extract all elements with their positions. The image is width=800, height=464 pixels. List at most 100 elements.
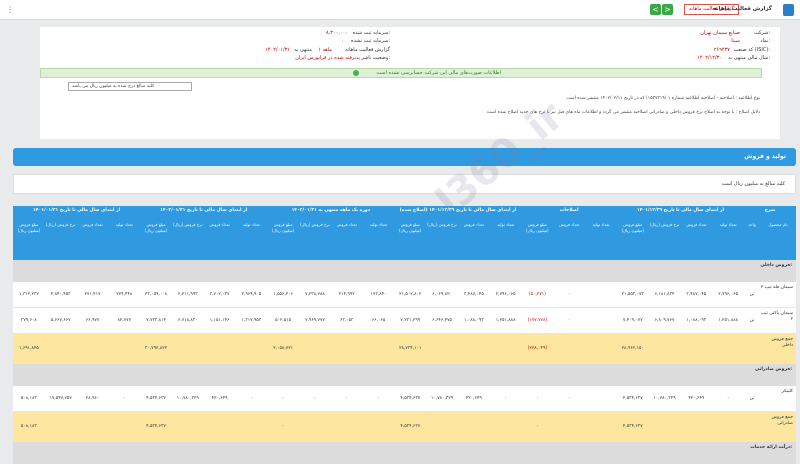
company-label: شرکت: <box>754 30 770 36</box>
table-row: سیمان فله تیپ ۲ تن ۲,۷۹۶,۰۶۵ ۳,۴۸۷,۰۴۵ ۶,۱۸۱… <box>13 282 796 308</box>
table-cell: تن <box>749 292 755 297</box>
group-header-0: شرح <box>764 208 776 213</box>
table-total-row: جمع فروش صادراتی ۴,۵۳۴,۶۳۷ ۰ ۴,۵۳۴,۶۳۷ ۰ ۴,۵۳… <box>13 412 796 442</box>
table-cell: ۴۲۰,۶۴۹ <box>211 396 228 401</box>
symbol-label: نماد: <box>760 38 770 44</box>
column-header: نام محصول <box>768 222 788 227</box>
page-title: گزارش فعالیت ماهانه <box>713 6 772 12</box>
chevron-right-icon[interactable]: > <box>662 4 673 15</box>
table-cell: ۲۱,۵۵۳,۰۷۳ <box>621 292 644 297</box>
status-label: وضعیت ناشر: <box>361 55 390 61</box>
table-cell: ۰ <box>345 396 348 401</box>
table-cell: ۷,۲۳۱,۲۹۹ <box>400 318 421 323</box>
table-cell: ۴,۵۳۴,۶۳۷ <box>146 424 166 429</box>
table-cell: ۴,۵۳۴,۶۳۷ <box>622 396 643 401</box>
table-row: کلینکر تن ۰ ۴۲۰,۶۴۹ ۱۰,۷۸۰,۳۲۹ ۴,۵۳۴,۶۳۷ ۰ ۰ ۰ ۴۲… <box>13 386 796 412</box>
group-title: فروش صادراتی: <box>755 367 792 372</box>
table-cell: ۷,۴۰۹,۰۷۷ <box>622 318 643 323</box>
period-end-label: منتهی به <box>294 47 312 53</box>
table-cell: ۲,۹۶۹,۹۰۵ <box>241 292 262 297</box>
group-header-5: از ابتدای سال مالی تا تاریخ ۱۴۰۲/۰۱/۳۱ <box>160 208 248 213</box>
table-cell: ۲,۷۹۶,۰۶۵ <box>495 292 516 297</box>
table-cell: ۵۰۲,۵۱۵ <box>275 318 292 323</box>
table-cell: ۰ <box>377 396 380 401</box>
column-header: نرخ فروش (ریال) <box>45 222 76 227</box>
column-header: تعداد فروش <box>686 222 707 227</box>
report-icon <box>783 4 794 16</box>
table-cell: ۲۸,۹۶۰ <box>85 396 100 401</box>
column-header: تعداد فروش <box>336 222 357 227</box>
column-header: تعداد تولید <box>719 222 737 227</box>
group-header-1: از ابتدای سال مالی تا تاریخ ۱۴۰۱/۱۲/۲۹ <box>636 208 724 213</box>
column-header: مبلغ فروش (میلیون ریال) <box>271 222 295 233</box>
group-header-2: اصلاحات <box>559 208 579 213</box>
column-header: نرخ فروش (ریال) <box>427 222 457 227</box>
table-group-row: فروش صادراتی: <box>13 364 796 386</box>
column-header: تعداد تولید <box>115 222 133 227</box>
correction-reason-text: دلایل اصلاح : با توجه به اصلاح نرخ فروش … <box>486 110 760 115</box>
isic-value: ۲۶۹۴۳۷ <box>713 47 730 53</box>
table-cell: ۰ <box>567 396 571 401</box>
group-header-6: از ابتدای سال مالی تا تاریخ ۱۴۰۱/۰۱/۳۱ <box>32 208 121 213</box>
table-cell: ۴,۵۳۴,۶۳۷ <box>400 424 421 429</box>
table-cell: ۶۳,۰۵۳ <box>339 318 354 323</box>
table-cell: ۶,۷۱۸,۸۳۰ <box>177 318 198 323</box>
audit-notice-text: اطلاعات صورت‌های مالی این شرکت حسابرسی ن… <box>376 70 501 76</box>
top-bar: ⋮ < > گزارش فعالیت ماهانه گزارش فعالیت م… <box>0 0 800 20</box>
table-cell: ۶,۲۱۱,۹۹۳ <box>177 292 198 297</box>
table-group-header: شرح از ابتدای سال مالی تا تاریخ ۱۴۰۱/۱۲/۲… <box>13 206 796 216</box>
table-cell: ۱,۰۸۸,۰۹۳ <box>686 318 707 323</box>
table-cell: ۰ <box>567 292 571 297</box>
table-cell: ۱,۳۱۷,۹۵۳ <box>241 318 262 323</box>
table-cell: ۳,۴۸۷,۰۴۵ <box>686 292 707 297</box>
unit-select[interactable]: کلیه مبالغ درج شده به میلیون ریال می باش… <box>68 82 192 91</box>
group-header-3: از ابتدای سال مالی تا تاریخ ۱۴۰۱/۱۲/۲۹ (… <box>399 208 517 213</box>
table-column-header: نام محصول واحد تعداد تولید تعداد فروش نرخ فر… <box>13 216 796 260</box>
column-header: تعداد تولید <box>369 222 387 227</box>
unreg-capital-label: سرمایه ثبت نشده: <box>351 38 390 44</box>
menu-icon[interactable]: ⋮ <box>6 5 14 14</box>
unit-note-box: کلیه مبالغ به میلیون ریال است <box>13 174 796 194</box>
production-sales-table: شرح از ابتدای سال مالی تا تاریخ ۱۴۰۱/۱۲/۲… <box>13 206 796 464</box>
group-header-4: دوره یک ماهه منتهی به ۱۴۰۲/۰۱/۳۱ <box>291 208 371 213</box>
section-header[interactable]: تولید و فروش <box>13 148 796 166</box>
row-label: جمع فروش صادراتی <box>771 415 793 426</box>
column-header: تعداد فروش <box>463 222 484 227</box>
table-cell: ۱,۲۵۱,۸۸۸ <box>718 318 738 323</box>
table-cell: ۱,۰۸۸,۰۹۳ <box>463 318 484 323</box>
column-header: تعداد تولید <box>497 222 515 227</box>
table-cell: ۱۷,۵۴۷,۷۵۷ <box>49 396 72 401</box>
table-cell: تن <box>749 318 755 323</box>
table-group-row: فروش داخلی: <box>13 260 796 282</box>
table-cell: ۸۲,۷۷۷ <box>117 318 131 323</box>
table-cell: ۱,۳۱۲,۲۳۷ <box>19 292 39 297</box>
table-cell: ۳,۴۸۷,۰۴۵ <box>463 292 484 297</box>
column-header: تعداد تولید <box>592 222 610 227</box>
table-cell: ۴,۵۳۴,۶۳۷ <box>622 424 643 429</box>
company-value: صنایع سیمان تهران <box>700 30 740 36</box>
table-cell: ۳۷۹,۶۰۸ <box>20 318 37 323</box>
table-cell: ۱,۱۵۱,۱۴۶ <box>209 318 230 323</box>
column-header: مبلغ فروش (میلیون ریال) <box>621 222 644 233</box>
chevron-left-icon[interactable]: < <box>650 4 661 15</box>
table-cell: ۱۰,۷۸۰,۳۲۹ <box>176 396 199 401</box>
table-cell: ۴۲۰,۶۴۹ <box>688 396 705 401</box>
table-cell: ۵۰۸,۱۸۳ <box>20 396 37 401</box>
column-header: مبلغ فروش (میلیون ریال) <box>144 222 168 233</box>
table-cell: ۰ <box>567 318 571 323</box>
table-cell: ۰ <box>123 396 126 401</box>
status-value: پذیرفته شده در فرابورس ایران <box>295 55 360 61</box>
table-cell: ۱,۶۹۱,۸۴۵ <box>19 346 39 351</box>
unreg-capital-value: ۰ <box>341 38 344 44</box>
table-cell: ۴,۸۴۰,۴۵۳ <box>50 292 71 297</box>
table-cell: ۱۰,۷۸۰,۳۲۹ <box>653 396 676 401</box>
table-cell: ۲۷۴,۴۴۸ <box>116 292 133 297</box>
row-label: کلینکر <box>781 389 793 394</box>
table-cell: (۱۷۷,۷۷۸) <box>527 318 548 323</box>
column-header: تعداد فروش <box>559 222 580 227</box>
table-cell: ۰ <box>313 396 317 401</box>
column-header: مبلغ فروش (میلیون ریال) <box>17 222 41 233</box>
report-type-badge[interactable]: گزارش فعالیت ماهانه <box>684 4 739 15</box>
table-cell: ۳,۷۰۲,۰۳۷ <box>209 292 230 297</box>
column-header: نرخ فروش (ریال) <box>172 222 203 227</box>
